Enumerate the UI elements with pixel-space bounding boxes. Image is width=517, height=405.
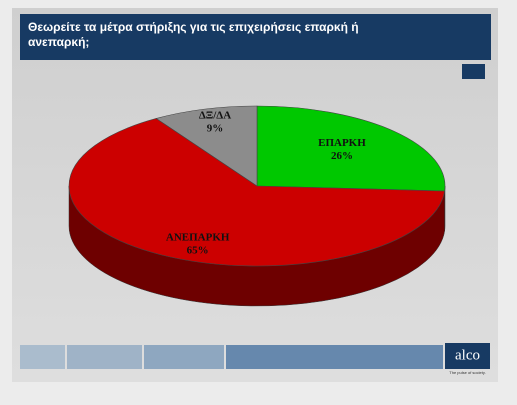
footer-block [20, 345, 65, 369]
title-bar [20, 14, 491, 60]
slice [155, 105, 258, 187]
chart-title: Θεωρείτε τα μέτρα στήριξης για τις επιχε… [28, 20, 359, 49]
slice [256, 105, 446, 192]
slice-label: ΕΠΑΡΚΗ [318, 137, 366, 149]
value-label: 26% [331, 150, 353, 162]
footer-block [67, 345, 142, 369]
slice-label: ΑΝΕΠΑΡΚΗ [166, 232, 230, 244]
logo: alco [455, 347, 480, 363]
value-label: 9% [207, 123, 224, 135]
slice [68, 118, 445, 267]
tagline: The pulse of society. [449, 370, 485, 375]
slice-label: ΔΞ/ΔΑ [199, 110, 231, 122]
footer-block [144, 345, 224, 369]
value-label: 65% [187, 245, 209, 257]
footer-block [226, 345, 443, 369]
logo-box [445, 343, 490, 369]
unit-badge [462, 64, 485, 79]
